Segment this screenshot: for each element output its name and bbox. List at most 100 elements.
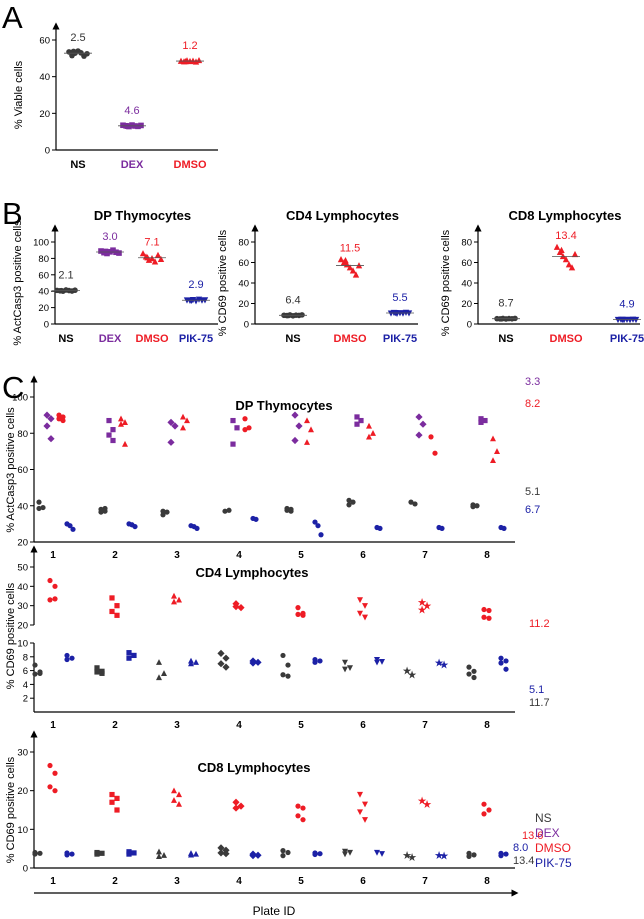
panel-c1-point-dex (230, 417, 236, 424)
panel-c2-point-pik (379, 659, 385, 665)
legend-item-dmso: DMSO (535, 841, 571, 855)
panel-c2-point-dmso (232, 603, 240, 611)
panel-c1-point-dmso (246, 425, 252, 431)
legend-item-dex: DEX (535, 826, 560, 840)
panel-c3-point-ns (342, 851, 348, 858)
panel-c2-cv-label: 11.2 (529, 618, 550, 630)
panel-c2-point-dmso (481, 614, 487, 620)
panel-c2-point-ns (471, 674, 477, 681)
panel-c1-point-dex (295, 422, 303, 430)
panel-c3-point-ns (32, 851, 38, 857)
panel-c1-point-dex (419, 420, 427, 428)
panel-b3-point-dmso (571, 250, 579, 258)
panel-c3-point-dmso (362, 801, 368, 808)
panel-b1-cv-label: 2.1 (58, 270, 73, 282)
panel-b1-y-tick-label: 40 (38, 287, 49, 298)
panel-c1-plate-label: 8 (484, 550, 490, 561)
panel-c2-point-ns: ★ (407, 670, 417, 682)
panel-c1-point-ns (164, 509, 170, 515)
panel-c2-point-ns (471, 668, 477, 674)
panel-c2-point-ns (222, 663, 230, 671)
panel-c3-point-dmso (481, 801, 487, 807)
panel-c1-point-dex (354, 421, 360, 427)
panel-b3-category-label: NS (498, 333, 513, 345)
panel-c2-top-y-tick-label: 50 (17, 563, 28, 574)
panel-b2-category-label: NS (285, 333, 300, 345)
panel-b3-point-dmso (553, 243, 561, 250)
panel-a-cv-label: 1.2 (182, 40, 197, 52)
panel-c1-point-pik (315, 523, 321, 529)
panel-c1-point-dex (110, 437, 116, 444)
panel-c1-point-pik (67, 523, 73, 529)
panel-c2-point-dmso (176, 596, 182, 603)
panel-b1-cv-label: 7.1 (144, 236, 159, 248)
legend-item-pik: PIK-75 (535, 856, 572, 870)
panel-c1-point-dex (234, 425, 240, 431)
panel-c2-plate-label: 4 (236, 720, 242, 731)
panel-c3-plate-label: 8 (484, 876, 490, 887)
panel-c2-point-dmso (52, 583, 58, 589)
panel-c2-point-pik: ★ (434, 657, 444, 669)
panel-c3-point-dmso (362, 817, 368, 823)
panel-c2-point-pik (188, 660, 194, 667)
panel-c1-point-dex (478, 419, 484, 425)
panel-c3-point-ns (156, 853, 162, 859)
panel-c3-point-dmso (232, 798, 240, 806)
panel-c1-point-dex (110, 427, 116, 433)
panel-c2-point-ns (156, 674, 162, 681)
panel-c1-point-dex (47, 415, 55, 423)
panel-c3-point-pik (498, 853, 504, 859)
panel-c1-point-dex (43, 411, 51, 419)
panel-c3-point-ns (37, 850, 43, 856)
panel-c3-point-pik (374, 849, 380, 856)
panel-c1-point-pik (377, 525, 383, 532)
panel-c1-point-ns (470, 504, 476, 510)
panel-b2-title: CD4 Lymphocytes (286, 208, 399, 223)
panel-b1-category-label: DMSO (136, 333, 169, 345)
panel-c1-point-dex (106, 432, 112, 438)
panel-c1-y-tick-label: 60 (17, 465, 28, 476)
panel-label-a: A (2, 0, 23, 35)
panel-c1-point-dex (47, 435, 55, 443)
panel-c3-point-dmso (52, 788, 58, 794)
panel-b1-point-dmso (157, 255, 165, 263)
panel-b1-point-dmso (139, 250, 147, 257)
panel-b2-category-label: PIK-75 (383, 333, 417, 345)
panel-b1-point-dex (102, 248, 109, 255)
panel-c1-plate-label: 4 (236, 550, 242, 561)
legend-item-ns: NS (535, 811, 552, 825)
panel-c3-point-dmso (486, 807, 492, 813)
panel-b3-point-dmso (565, 261, 573, 268)
panel-c2-point-ns (94, 669, 100, 675)
panel-c2-point-ns (99, 670, 105, 676)
panel-c2-point-dmso: ★ (417, 597, 427, 609)
panel-c1-point-dex (230, 441, 236, 447)
panel-c3-point-pik (131, 850, 137, 856)
panel-c1-cv-label: 5.1 (525, 486, 540, 498)
panel-c3-point-pik (188, 851, 194, 858)
panel-b3-y-tick-label: 80 (461, 238, 472, 249)
panel-b2-y-tick-label: 60 (238, 258, 249, 269)
panel-c2-point-ns: ★ (402, 666, 412, 678)
panel-b3-cv-label: 13.4 (555, 230, 576, 242)
panel-c2-point-pik (249, 659, 257, 667)
panel-c2-plate-label: 5 (298, 720, 304, 731)
panel-c2-point-dmso (481, 606, 487, 613)
panel-c3-point-pik (64, 852, 70, 858)
panel-c2-point-ns (342, 659, 348, 666)
panel-c2-point-dmso (114, 612, 120, 618)
panel-c1-plate-label: 7 (422, 550, 428, 561)
panel-b1-category-label: NS (58, 333, 73, 345)
panel-a-point-dmso (195, 56, 203, 64)
panel-c2-point-ns (156, 659, 162, 665)
panel-b1-point-dex (110, 247, 116, 253)
panel-a-y-label: % Viable cells (13, 60, 25, 129)
panel-c3-point-dmso (176, 801, 182, 807)
panel-b1-cv-label: 3.0 (102, 231, 117, 243)
panel-c1-point-ns (346, 497, 352, 503)
panel-b2-point-ns (299, 312, 305, 318)
panel-c1-point-dmso (366, 422, 372, 429)
panel-c1-y-label: % ActCasp3 positive cells (5, 407, 17, 533)
panel-c2-point-pik (193, 659, 199, 665)
